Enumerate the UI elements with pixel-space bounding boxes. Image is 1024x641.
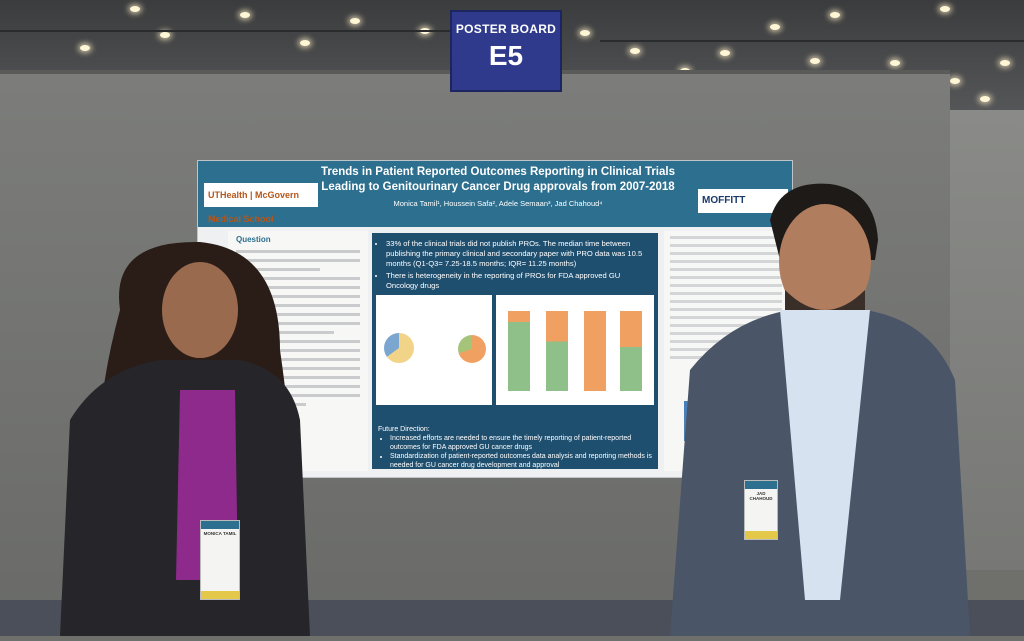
ceiling-light xyxy=(130,6,140,12)
person-left-figure xyxy=(60,241,310,636)
ceiling-truss xyxy=(600,40,1024,42)
ceiling-light xyxy=(240,12,250,18)
sign-label: POSTER BOARD xyxy=(455,22,557,36)
ceiling-light xyxy=(720,50,730,56)
stacked-bar-3 xyxy=(584,311,606,391)
future-item-1: Increased efforts are needed to ensure t… xyxy=(390,434,652,452)
future-direction-box: Future Direction: Increased efforts are … xyxy=(372,423,658,469)
poster-header: UTHealth | McGovern Medical School Trend… xyxy=(198,161,792,227)
pie-chart-2 xyxy=(458,335,486,363)
poster-results-panel: 33% of the clinical trials did not publi… xyxy=(372,233,658,459)
ceiling-light xyxy=(810,58,820,64)
sign-number: E5 xyxy=(488,40,524,71)
person-right-figure xyxy=(670,183,970,636)
ceiling-light xyxy=(160,32,170,38)
ceiling-light xyxy=(770,24,780,30)
ceiling-light xyxy=(940,6,950,12)
pie-figure-panel xyxy=(376,295,492,405)
poster-title: Trends in Patient Reported Outcomes Repo… xyxy=(308,165,688,195)
badge-name-left: MONICA TAMIL xyxy=(203,531,237,536)
poster-authors: Monica Tamil¹, Houssein Safa², Adele Sem… xyxy=(393,199,603,208)
result-bullet-2: There is heterogeneity in the reporting … xyxy=(386,271,650,291)
ceiling-light xyxy=(980,96,990,102)
badge-name-right: JAD CHAHOUD xyxy=(749,491,773,501)
poster-board-sign: POSTER BOARD E5 xyxy=(450,10,562,92)
ceiling-light xyxy=(350,18,360,24)
name-badge-right: JAD CHAHOUD xyxy=(744,480,778,540)
ceiling-light xyxy=(1000,60,1010,66)
ceiling-light xyxy=(830,12,840,18)
name-badge-left: MONICA TAMIL xyxy=(200,520,240,600)
poster-title-line-1: Trends in Patient Reported Outcomes Repo… xyxy=(320,166,675,178)
stacked-bar-2 xyxy=(546,311,568,391)
future-heading: Future Direction: xyxy=(378,426,430,433)
ceiling-light xyxy=(890,60,900,66)
moffitt-logo: MOFFITT xyxy=(698,189,788,213)
ceiling-light xyxy=(580,30,590,36)
pie-chart-1 xyxy=(384,333,414,363)
ceiling-light xyxy=(80,45,90,51)
ceiling-light xyxy=(300,40,310,46)
stacked-bar-1 xyxy=(508,311,530,391)
ceiling-light xyxy=(630,48,640,54)
results-bullets: 33% of the clinical trials did not publi… xyxy=(372,233,658,291)
person-right: JAD CHAHOUD xyxy=(670,180,970,636)
person-left: MONICA TAMIL xyxy=(60,220,310,636)
uthealth-logo: UTHealth | McGovern Medical School xyxy=(204,183,318,224)
future-item-2: Standardization of patient-reported outc… xyxy=(390,452,652,470)
ceiling-truss xyxy=(0,30,450,32)
ceiling-light xyxy=(950,78,960,84)
result-bullet-1: 33% of the clinical trials did not publi… xyxy=(386,239,650,269)
adjacent-board-panel xyxy=(950,110,1024,570)
bar-figure-panel xyxy=(496,295,654,405)
stacked-bar-4 xyxy=(620,311,642,391)
left-heading: Question xyxy=(236,235,271,244)
poster-title-line-2: Leading to Genitourinary Cancer Drug app… xyxy=(321,181,675,193)
